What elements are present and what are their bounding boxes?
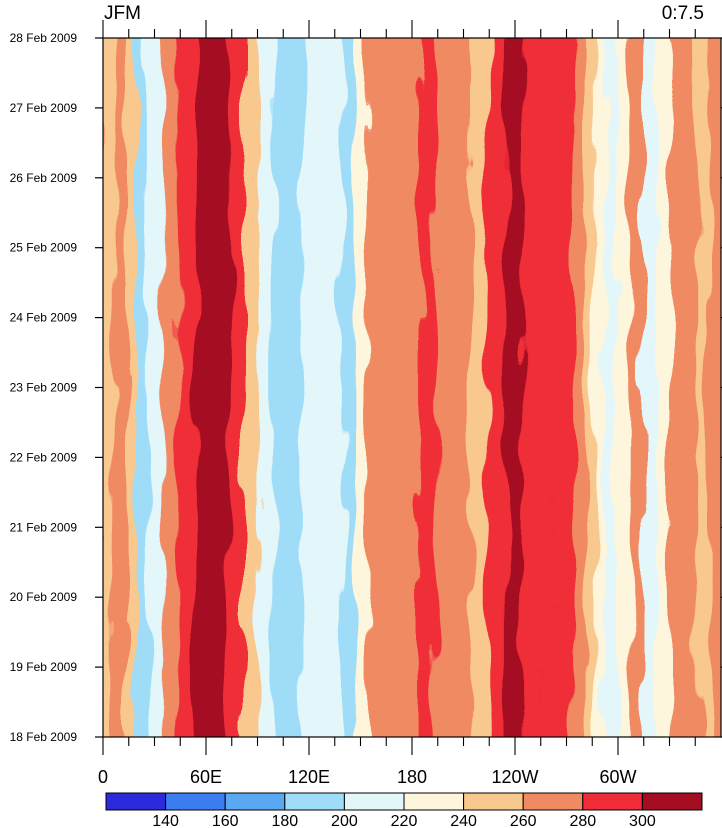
field-band [670,38,689,737]
field-band [603,38,620,737]
colorbar-box [582,792,643,811]
x-tick-label: 0 [98,767,108,787]
colorbar-box [403,792,465,811]
y-tick-label: 22 Feb 2009 [10,450,78,464]
field-band [684,38,701,737]
colorbar-label: 200 [331,813,358,828]
field-band [629,38,648,737]
field-band [195,38,217,737]
field-band [258,38,277,737]
y-tick-label: 24 Feb 2009 [10,311,78,325]
field-band [272,38,291,737]
y-tick-label: 19 Feb 2009 [10,660,78,674]
title-right: 0:7.5 [662,3,704,24]
plot-area [103,38,721,737]
y-tick-label: 18 Feb 2009 [10,730,78,744]
x-tick-label: 180 [397,767,427,787]
colorbar-box [165,792,226,811]
field-band [341,38,358,737]
field-band [401,38,423,737]
field-band [135,38,152,737]
colorbar-box [105,792,167,811]
colorbar-label: 140 [152,813,179,828]
field-band [212,38,234,737]
colorbar-box [641,792,703,811]
y-axis: 18 Feb 2009 19 Feb 2009 20 Feb 2009 21 Feb … [10,31,722,744]
colorbar-label: 260 [510,813,537,828]
field-band [643,38,662,737]
colorbar-box [463,792,524,811]
x-tick-label: 60E [190,767,222,787]
title-left: JFM [104,3,141,24]
field-band [315,38,334,737]
field-band [573,38,590,737]
colorbar: 140 160 180 200 220 240 260 280 300 [105,792,703,828]
colorbar-box [284,792,345,811]
colorbar-box [522,792,584,811]
field-band [616,38,634,737]
y-tick-label: 28 Feb 2009 [10,31,78,45]
field-band [538,38,560,737]
y-tick-label: 27 Feb 2009 [10,101,78,115]
field-band [504,38,526,737]
colorbar-label: 300 [629,813,656,828]
y-tick-label: 26 Feb 2009 [10,171,78,185]
field-band [696,38,713,737]
field-band [162,38,183,737]
field-band [243,38,263,737]
field-band [178,38,200,737]
field-band [353,38,372,737]
colorbar-label: 240 [450,813,477,828]
y-tick-label: 20 Feb 2009 [10,590,78,604]
field-band [301,38,320,737]
field-band [657,38,675,737]
field-band [147,38,167,737]
field-band [384,38,406,737]
y-tick-label: 25 Feb 2009 [10,241,78,255]
colorbar-box [224,792,286,811]
field-band [555,38,578,737]
field-band [719,38,721,737]
field-band [708,38,721,737]
x-axis: 0 60E 120E 180 120W 60W [98,20,696,787]
y-tick-label: 21 Feb 2009 [10,520,78,534]
x-tick-label: 120E [288,767,330,787]
field-band [452,38,475,737]
colorbar-label: 220 [391,813,418,828]
field-band [367,38,389,737]
x-tick-label: 60W [599,767,636,787]
field-band [487,38,509,737]
y-tick-label: 23 Feb 2009 [10,381,78,395]
field-band [286,38,306,737]
field-band [521,38,543,737]
x-tick-label: 120W [491,767,538,787]
colorbar-label: 180 [271,813,298,828]
colorbar-label: 160 [212,813,239,828]
field-band [329,38,346,737]
field-band [418,38,440,737]
field-band [435,38,457,737]
colorbar-box [343,792,405,811]
field-band [229,38,248,737]
colorbar-label: 280 [569,813,596,828]
field-band [470,38,492,737]
